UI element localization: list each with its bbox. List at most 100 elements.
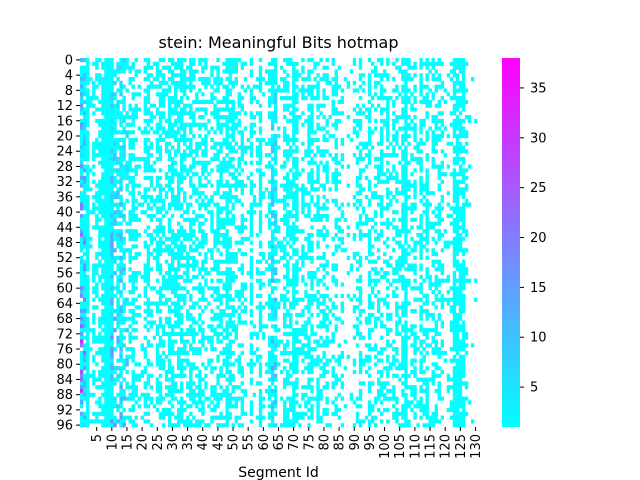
heatmap-cell [249,267,254,272]
heatmap-cell [334,373,338,378]
heatmap-cell [307,362,311,367]
heatmap-cell [261,137,266,143]
heatmap-cell [143,141,148,146]
heatmap-cell [325,130,329,135]
heatmap-cell [131,316,135,321]
heatmap-cell [134,312,138,318]
heatmap-cell [270,210,275,215]
heatmap-cell [195,274,199,279]
heatmap-cell [255,145,260,150]
heatmap-cell [149,164,154,169]
heatmap-cell [167,179,172,184]
heatmap-cell [170,194,175,200]
heatmap-cell [395,301,399,306]
heatmap-cell [258,381,263,386]
heatmap-cell [376,396,381,401]
heatmap-cell [128,392,132,397]
heatmap-cell [110,282,114,287]
heatmap-cell [367,244,372,249]
heatmap-cell [261,172,266,177]
heatmap-cell [258,301,263,306]
heatmap-cell [101,392,105,397]
heatmap-cell [292,103,296,108]
heatmap-cell [240,149,244,154]
heatmap-cell [225,419,229,424]
heatmap-cell [240,282,244,287]
heatmap-cell [170,61,175,66]
heatmap-cell [110,194,114,200]
heatmap-cell [119,149,123,154]
heatmap-cell [334,118,338,124]
heatmap-cell [101,252,105,257]
heatmap-cell [95,58,99,63]
heatmap-cell [173,339,178,344]
heatmap-cell [258,369,263,375]
heatmap-cell [158,183,163,188]
heatmap-cell [334,267,338,272]
heatmap-cell [276,278,281,283]
heatmap-cell [180,88,184,93]
heatmap-cell [107,225,111,230]
heatmap-cell [370,290,375,295]
heatmap-cell [131,229,135,234]
heatmap-cell [228,149,232,154]
heatmap-cell [307,92,311,97]
heatmap-cell [125,172,129,177]
heatmap-cell [273,156,278,162]
heatmap-cell [210,73,214,78]
heatmap-cell [307,339,311,344]
heatmap-cell [95,213,99,219]
heatmap-cell [270,316,275,321]
heatmap-cell [216,331,220,337]
heatmap-cell [367,198,372,203]
heatmap-cell [319,217,323,222]
heatmap-cell [143,137,148,143]
heatmap-cell [283,84,287,89]
heatmap-cell [395,118,399,124]
heatmap-cell [358,187,363,192]
heatmap-cell [231,175,235,181]
heatmap-cell [225,69,229,74]
heatmap-cell [231,111,235,116]
heatmap-cell [204,122,208,127]
heatmap-cell [167,168,172,173]
heatmap-cell [122,388,126,394]
heatmap-cell [86,252,90,257]
heatmap-cell [310,297,314,302]
heatmap-cell [110,183,114,188]
heatmap-cell [173,61,178,66]
heatmap-cell [164,65,169,70]
heatmap-cell [195,373,199,378]
heatmap-cell [307,385,311,390]
heatmap-cell [225,388,229,394]
heatmap-cell [186,145,190,150]
heatmap-cell [198,179,202,184]
heatmap-cell [292,411,296,416]
heatmap-cell [386,278,390,283]
heatmap-cell [86,179,90,184]
heatmap-cell [104,232,108,238]
heatmap-cell [98,400,102,405]
heatmap-cell [267,396,272,401]
heatmap-cell [231,221,235,226]
heatmap-cell [195,160,199,165]
heatmap-cell [107,252,111,257]
heatmap-cell [113,153,117,158]
heatmap-cell [380,385,384,390]
heatmap-cell [225,198,229,203]
heatmap-cell [395,96,399,101]
heatmap-cell [340,156,345,162]
heatmap-cell [225,99,229,104]
heatmap-cell [167,156,172,162]
heatmap-cell [307,415,311,420]
heatmap-cell [204,206,208,211]
heatmap-cell [340,96,345,101]
heatmap-cell [316,84,320,89]
heatmap-cell [258,217,263,222]
heatmap-cell [392,61,396,66]
heatmap-cell [216,225,220,230]
heatmap-cell [131,290,135,295]
heatmap-cell [176,309,181,314]
heatmap-cell [104,369,108,375]
heatmap-cell [110,126,114,131]
